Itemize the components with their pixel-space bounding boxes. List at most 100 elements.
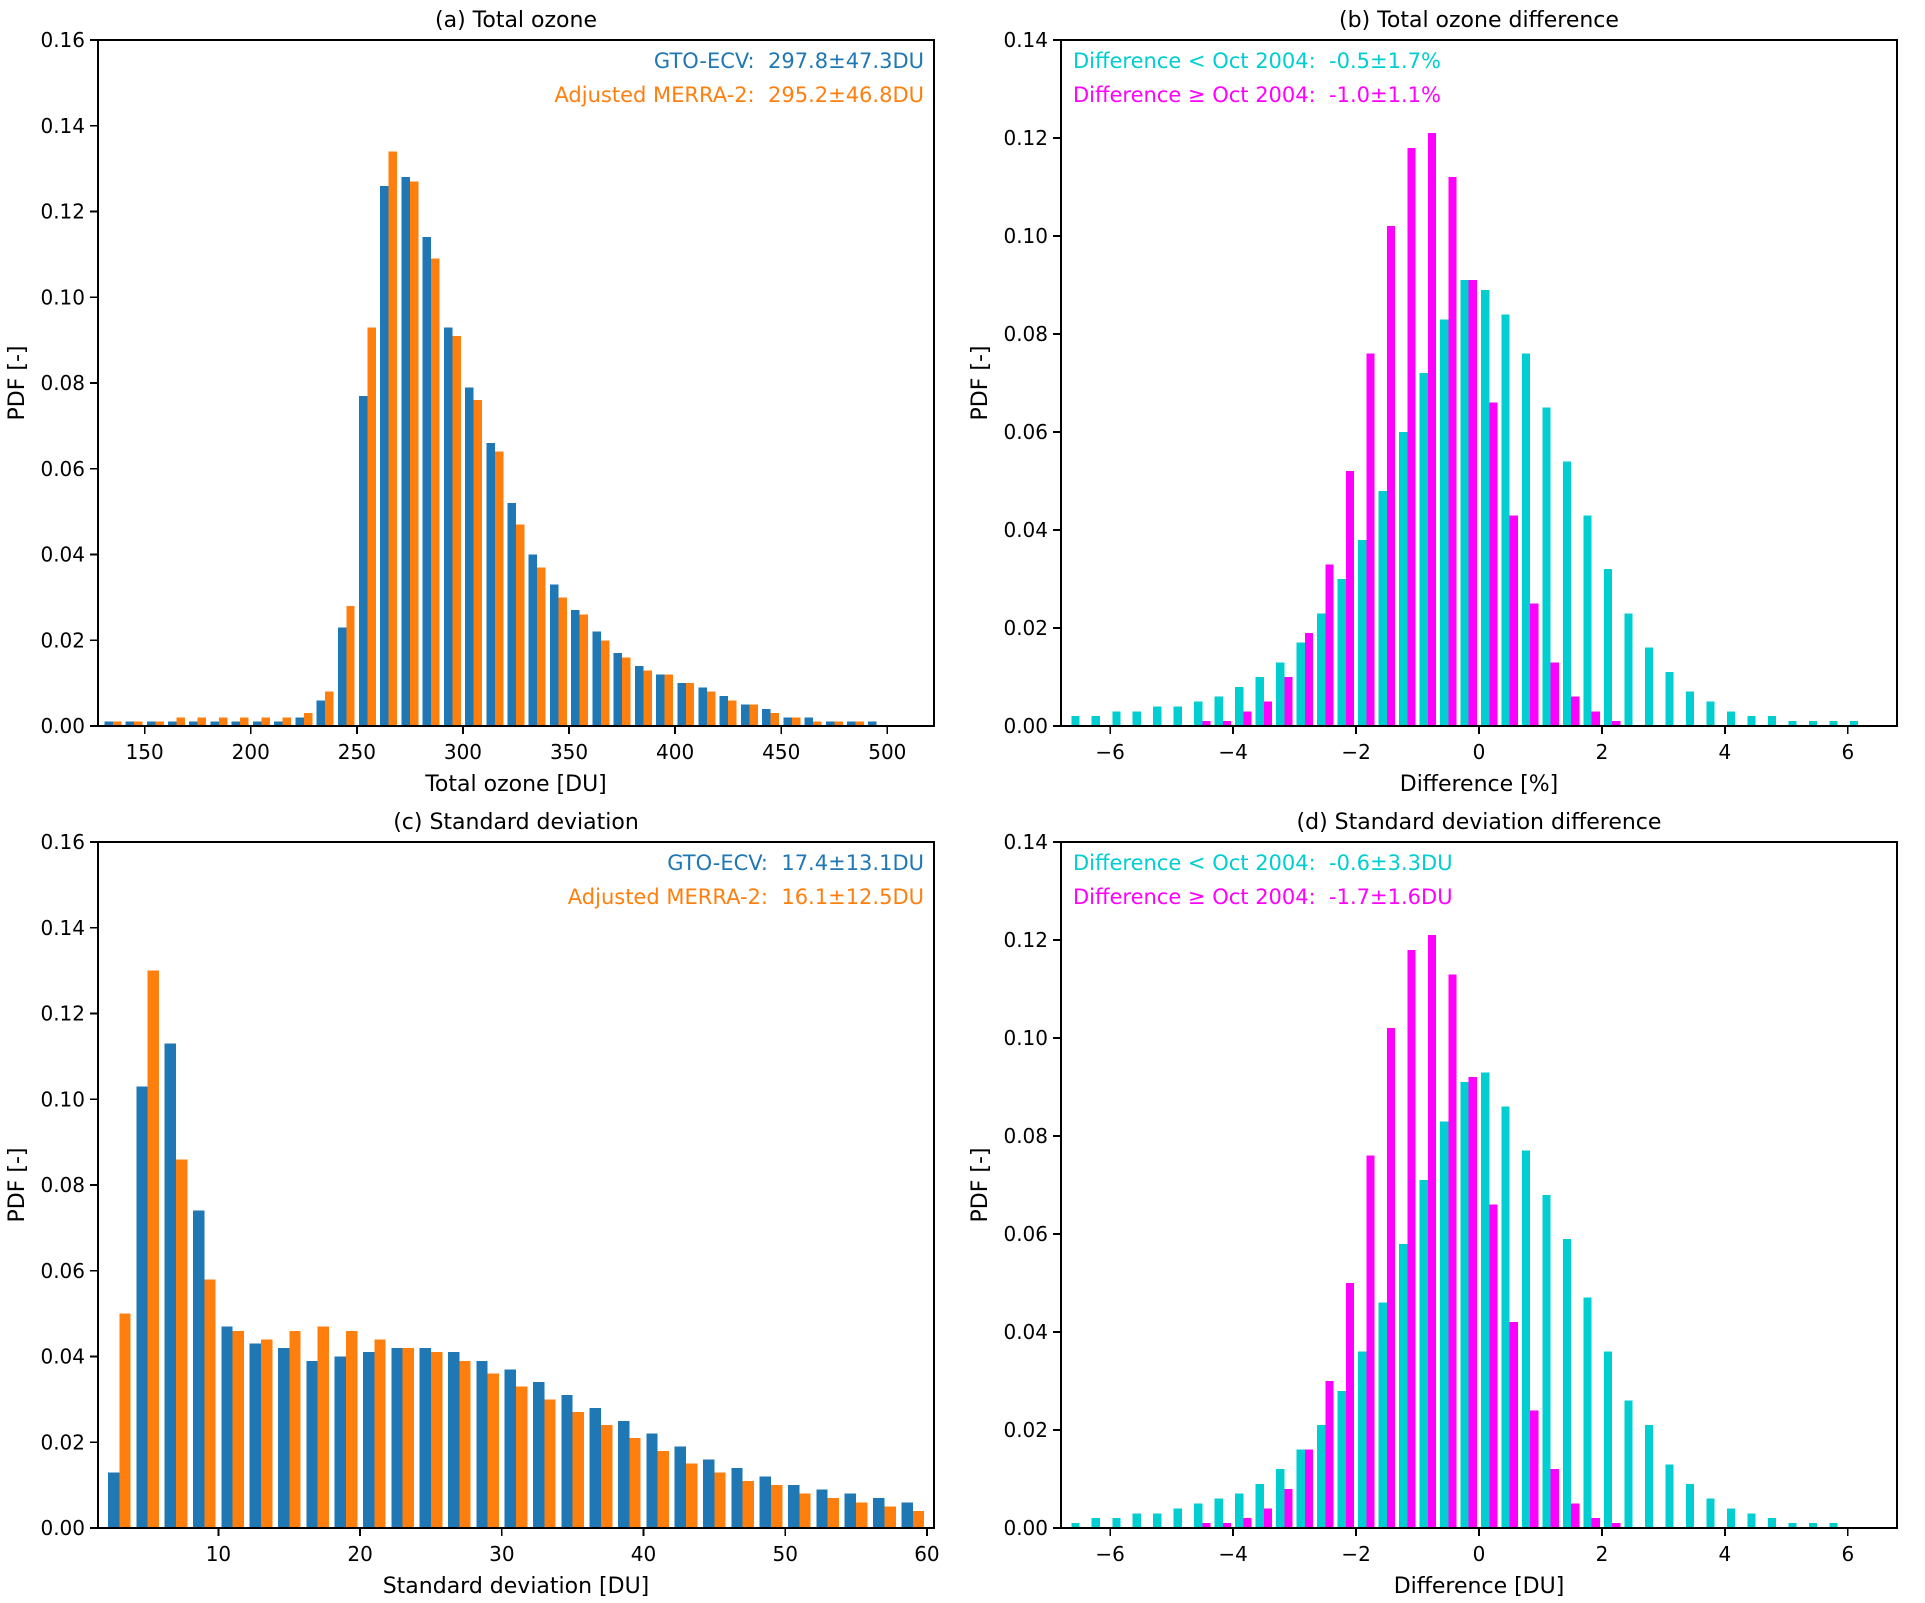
histogram-bar	[391, 1347, 403, 1528]
histogram-bar	[1407, 147, 1416, 727]
histogram-bar	[728, 700, 737, 726]
y-tick-label: 0.02	[1003, 1418, 1048, 1442]
histogram-bar	[771, 1485, 783, 1529]
histogram-bar	[362, 1352, 375, 1528]
histogram-bar	[1419, 1180, 1428, 1528]
histogram-bar	[1489, 1204, 1498, 1528]
histogram-bar	[459, 1360, 471, 1528]
histogram-bar	[516, 524, 525, 726]
histogram-bar	[494, 451, 504, 726]
histogram-bar	[289, 1330, 301, 1528]
histogram-bar	[1263, 701, 1273, 726]
panel-standard-deviation-difference: −6 −4 −2 0 2 4 6 0.00 0.02 0.04 0.06 0.08 0.10 0.12 0.…	[963, 802, 1925, 1603]
histogram-bar	[306, 1360, 318, 1528]
y-tick-label: 0.16	[40, 28, 85, 52]
histogram-bar	[1317, 613, 1326, 726]
chart-title: (a) Total ozone	[435, 8, 597, 33]
y-tick-label: 0.10	[40, 285, 85, 309]
x-tick-label: 150	[126, 740, 164, 764]
histogram-bar	[1427, 133, 1436, 727]
histogram-bar	[825, 721, 835, 726]
histogram-bar	[1685, 1483, 1695, 1528]
histogram-bar	[1276, 662, 1285, 726]
histogram-bar	[634, 665, 644, 726]
histogram-bar	[731, 1467, 743, 1528]
histogram-bar	[1399, 1243, 1408, 1528]
histogram-bar	[856, 1502, 868, 1528]
histogram-bar	[1214, 696, 1223, 726]
histogram-bar	[1337, 1390, 1346, 1528]
histogram-bar	[1255, 1483, 1264, 1528]
histogram-bar	[589, 1407, 602, 1528]
histogram-bar	[1263, 1508, 1273, 1528]
histogram-bar	[189, 721, 198, 726]
chart-title: (b) Total ozone difference	[1339, 8, 1619, 33]
histogram-bar	[1563, 1238, 1572, 1528]
histogram-bar	[1243, 711, 1252, 726]
histogram-bar	[714, 1472, 726, 1528]
histogram-bar	[176, 717, 185, 726]
y-tick-label: 0.08	[1003, 322, 1048, 346]
legend-entry: Adjusted MERRA-2: 295.2±46.8DU	[554, 83, 924, 107]
histogram-bar	[1284, 1488, 1293, 1528]
histogram-bar	[1366, 353, 1375, 726]
histogram-bar	[834, 721, 843, 726]
histogram-bar	[1304, 1449, 1314, 1528]
histogram-bar	[1345, 1283, 1354, 1528]
chart-title: (d) Standard deviation difference	[1297, 810, 1662, 835]
x-tick-label: 300	[444, 740, 482, 764]
histogram-bar	[1091, 716, 1100, 726]
histogram-bar	[218, 717, 228, 726]
histogram-bar	[1591, 711, 1600, 726]
y-tick-label: 0.08	[40, 371, 85, 395]
histogram-bar	[136, 1086, 148, 1528]
histogram-bar	[1386, 1028, 1395, 1528]
histogram-bar	[706, 691, 716, 726]
histogram-bar	[1407, 949, 1416, 1528]
x-tick-label: 20	[347, 1542, 372, 1566]
histogram-bar	[164, 1043, 176, 1528]
histogram-bar	[1612, 721, 1621, 726]
histogram-bar	[447, 1352, 460, 1528]
histogram-bar	[572, 1412, 585, 1528]
histogram-bar	[346, 605, 355, 726]
histogram-bar	[112, 721, 122, 726]
histogram-bar	[1747, 716, 1756, 726]
histogram-bar	[1112, 711, 1121, 726]
histogram-bar	[249, 1343, 261, 1528]
legend-entry: Difference < Oct 2004: -0.6±3.3DU	[1073, 851, 1453, 875]
histogram-bar	[260, 1339, 273, 1528]
histogram-bar	[1468, 1077, 1477, 1528]
histogram-bar	[629, 1437, 641, 1528]
histogram-bar	[1440, 1121, 1449, 1528]
histogram-bar	[1222, 1523, 1232, 1528]
x-tick-label: −4	[1218, 740, 1247, 764]
histogram-bar	[656, 674, 665, 726]
histogram-bar	[1071, 1523, 1080, 1528]
histogram-bar	[613, 653, 623, 726]
histogram-bar	[912, 1510, 925, 1528]
histogram-bar	[252, 721, 262, 726]
histogram-bar	[147, 970, 159, 1529]
x-tick-label: 400	[656, 740, 694, 764]
histogram-bar	[1563, 461, 1572, 726]
histogram-bar	[1460, 1082, 1469, 1528]
histogram-bar	[402, 1347, 414, 1528]
histogram-bar	[1214, 1498, 1223, 1528]
histogram-bar	[1489, 402, 1498, 726]
x-tick-label: 200	[232, 740, 270, 764]
histogram-bar	[1448, 974, 1457, 1528]
histogram-bar	[221, 1326, 233, 1528]
y-tick-label: 0.14	[1003, 830, 1048, 854]
histogram-bar	[855, 721, 864, 726]
histogram-bar	[844, 1493, 857, 1528]
histogram-bar	[107, 1472, 120, 1528]
histogram-bar	[1276, 1469, 1285, 1528]
histogram-bar	[1542, 407, 1551, 726]
x-tick-label: 500	[868, 740, 906, 764]
histogram-bar	[1468, 280, 1477, 726]
histogram-bar	[486, 443, 495, 726]
x-tick-label: 350	[550, 740, 588, 764]
x-tick-label: 30	[489, 1542, 514, 1566]
histogram-bar	[358, 395, 368, 726]
